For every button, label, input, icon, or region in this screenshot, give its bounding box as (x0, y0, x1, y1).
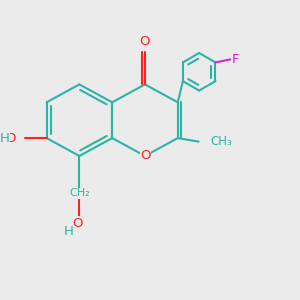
Text: O: O (140, 149, 151, 163)
Text: CH₃: CH₃ (211, 135, 232, 148)
Text: O: O (72, 217, 82, 230)
Text: F: F (232, 53, 239, 66)
Text: H: H (0, 132, 10, 145)
Text: O: O (5, 132, 15, 145)
Text: CH₂: CH₂ (69, 188, 90, 198)
Text: H: H (64, 225, 74, 238)
Text: O: O (140, 35, 150, 48)
